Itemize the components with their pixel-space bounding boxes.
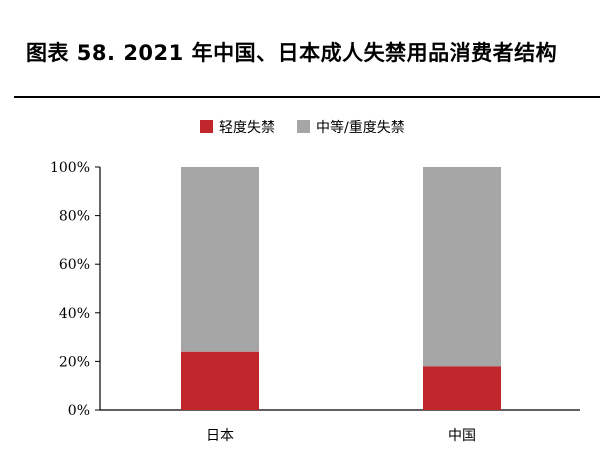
y-tick-label: 20%	[59, 354, 90, 370]
bar-1-series-2	[181, 167, 259, 352]
legend-label-1: 轻度失禁	[219, 120, 275, 136]
y-tick-label: 60%	[59, 257, 90, 273]
bar-2-series-2	[423, 167, 501, 367]
title-rule	[14, 96, 600, 98]
y-tick-label: 100%	[50, 160, 90, 176]
bars	[181, 167, 501, 410]
legend-swatch-1	[200, 120, 213, 133]
y-tick-label: 80%	[59, 209, 90, 225]
legend: 轻度失禁 中等/重度失禁	[200, 119, 405, 136]
x-tick-label: 中国	[448, 428, 476, 444]
x-tick-label: 日本	[206, 428, 234, 444]
y-tick-label: 40%	[59, 306, 90, 322]
bar-1-series-1	[181, 351, 259, 410]
y-tick-label: 0%	[68, 403, 90, 419]
figure-title: 图表 58. 2021 年中国、日本成人失禁用品消费者结构	[26, 41, 558, 65]
legend-swatch-2	[297, 120, 310, 133]
bar-2-series-1	[423, 366, 501, 410]
legend-label-2: 中等/重度失禁	[316, 119, 405, 136]
